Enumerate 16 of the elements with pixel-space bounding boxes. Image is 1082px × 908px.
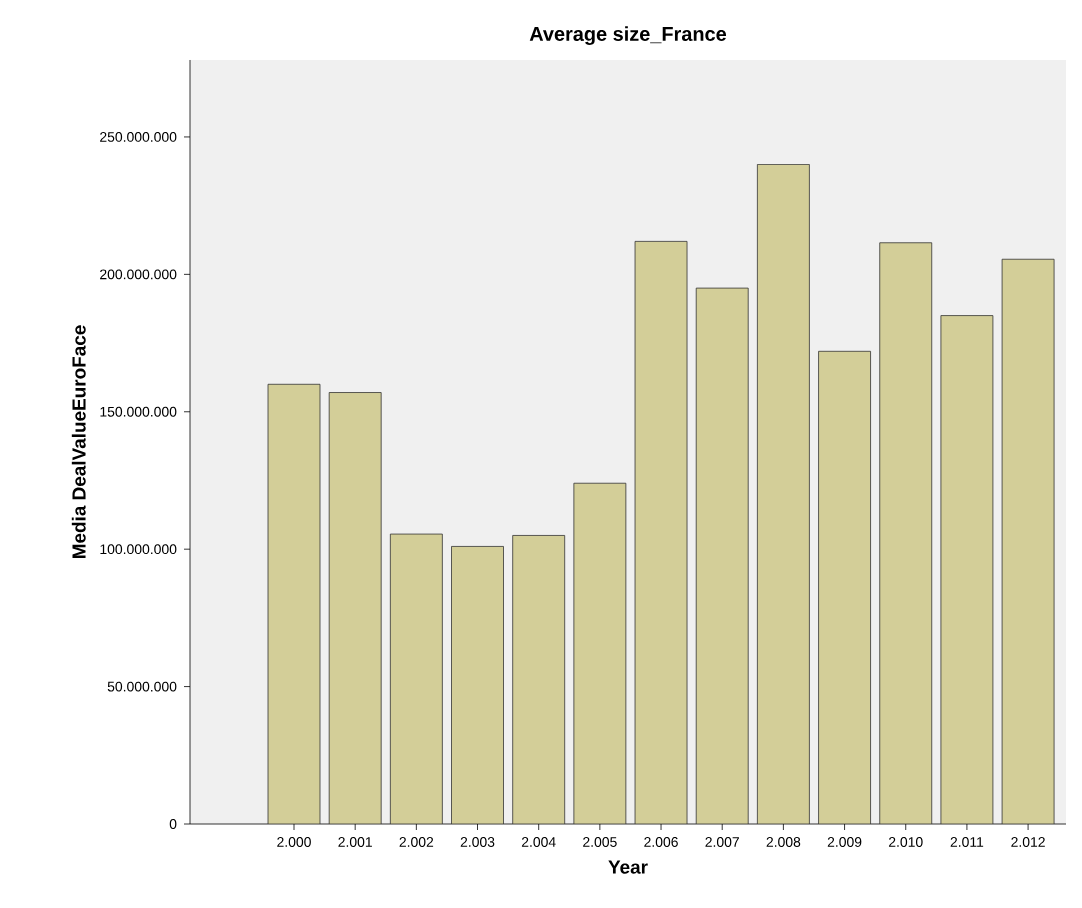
bar (634, 240, 688, 824)
x-axis-title: Year (608, 860, 648, 874)
bar (756, 164, 810, 824)
bar (267, 383, 321, 824)
bar (1001, 258, 1055, 824)
bar (328, 392, 382, 824)
bar (879, 242, 933, 824)
y-axis-title: Media DealValueEuroFace (71, 325, 86, 559)
bar (451, 546, 504, 824)
bar (389, 533, 443, 824)
bar (695, 287, 749, 824)
bar (573, 482, 627, 824)
bar (940, 315, 994, 824)
bar (512, 535, 566, 824)
chart-title: Average size_France (529, 26, 727, 45)
bar (818, 350, 871, 824)
